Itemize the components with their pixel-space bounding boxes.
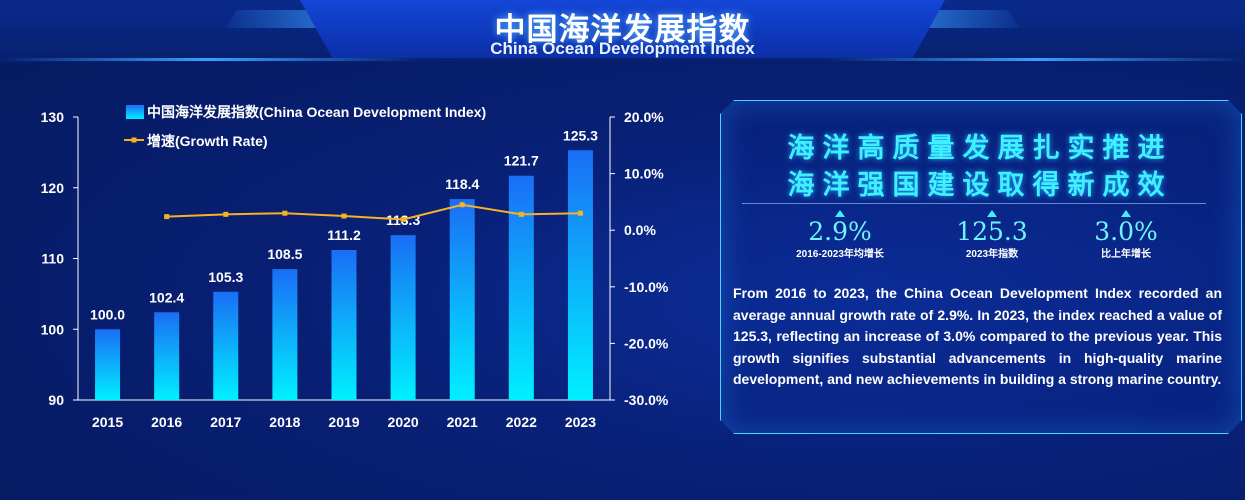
legend-swatch-index [126,105,144,119]
bar-value-label: 108.5 [267,246,302,262]
y-right-tick-label: 0.0% [624,222,656,238]
bar-2018 [272,269,298,400]
triangle-up-icon [1121,210,1131,217]
bar-value-label: 118.4 [445,176,479,192]
bar-2023 [567,150,593,400]
page-subtitle: China Ocean Development Index [490,39,755,58]
x-tick-label: 2021 [447,414,478,430]
stat-index-2023: 125.3 2023年指数 [922,210,1062,260]
triangle-up-icon [987,210,997,217]
growth-rate-point [282,210,288,216]
growth-rate-point [341,213,347,219]
legend-label-growth: 增速(Growth Rate) [147,133,268,149]
bar-2021 [449,199,475,400]
bar-value-label: 102.4 [149,289,184,305]
y-left-tick-label: 100 [41,321,65,337]
header-line-left [0,58,420,61]
y-left-tick-label: 120 [41,180,65,196]
y-left-tick-label: 110 [41,251,64,267]
legend-marker-growth [131,137,137,143]
bar-value-label: 125.3 [563,127,598,143]
bar-2016 [154,312,180,400]
panel-divider [742,203,1206,204]
x-tick-label: 2019 [328,414,359,430]
triangle-up-icon [835,210,845,217]
growth-rate-point [400,216,406,222]
bar-2015 [95,329,121,400]
title-frame [300,0,945,58]
y-right-tick-label: -20.0% [624,335,669,351]
legend-label-index: 中国海洋发展指数(China Ocean Development Index) [147,104,486,120]
bar-2019 [331,250,357,400]
y-left-tick-label: 130 [41,109,65,125]
bar-2022 [508,175,534,400]
y-right-tick-label: -30.0% [624,392,669,408]
bar-value-label: 105.3 [208,269,243,285]
growth-rate-point [518,211,524,217]
stat-yoy-growth: 3.0% 比上年增长 [1056,210,1196,260]
stat-label: 2016-2023年均增长 [796,249,884,260]
index-chart: 90 100 110 120 130 -30.0% -20.0% -10.0% 0.0% 10.0… [41,104,669,430]
bar-2017 [213,291,239,400]
bar-2020 [390,235,416,400]
growth-rate-point [459,202,465,208]
x-tick-label: 2020 [388,414,419,430]
x-tick-label: 2023 [565,414,596,430]
stat-value: 3.0% [1094,217,1158,246]
growth-rate-point [164,214,170,220]
bar-value-label: 100.0 [90,306,125,322]
growth-rate-line [166,203,581,221]
x-tick-label: 2015 [92,414,123,430]
page-title: 中国海洋发展指数 [494,12,751,47]
y-left-tick-label: 90 [48,392,64,408]
stat-label: 2023年指数 [965,249,1019,260]
summary-panel [720,100,1242,434]
x-tick-label: 2018 [269,414,300,430]
stat-label: 比上年增长 [1101,249,1151,260]
stat-value: 125.3 [956,217,1028,246]
bar-value-label: 111.2 [327,227,361,243]
x-tick-label: 2016 [151,414,182,430]
slogan-line-2: 海洋强国建设取得新成效 [787,170,1173,200]
summary-text: From 2016 to 2023, the China Ocean Devel… [733,285,1222,387]
y-right-tick-label: 10.0% [624,166,664,182]
x-tick-label: 2017 [210,414,241,430]
header-line-right [825,58,1245,61]
growth-rate-point [577,210,583,216]
x-tick-label: 2022 [506,414,537,430]
y-right-tick-label: 20.0% [624,109,664,125]
stat-average-growth: 2.9% 2016-2023年均增长 [770,210,910,260]
growth-rate-point [223,211,229,217]
slogan-line-1: 海洋高质量发展扎实推进 [787,133,1173,163]
bar-value-label: 121.7 [504,153,539,169]
y-right-tick-label: -10.0% [624,279,669,295]
stat-value: 2.9% [808,217,872,246]
